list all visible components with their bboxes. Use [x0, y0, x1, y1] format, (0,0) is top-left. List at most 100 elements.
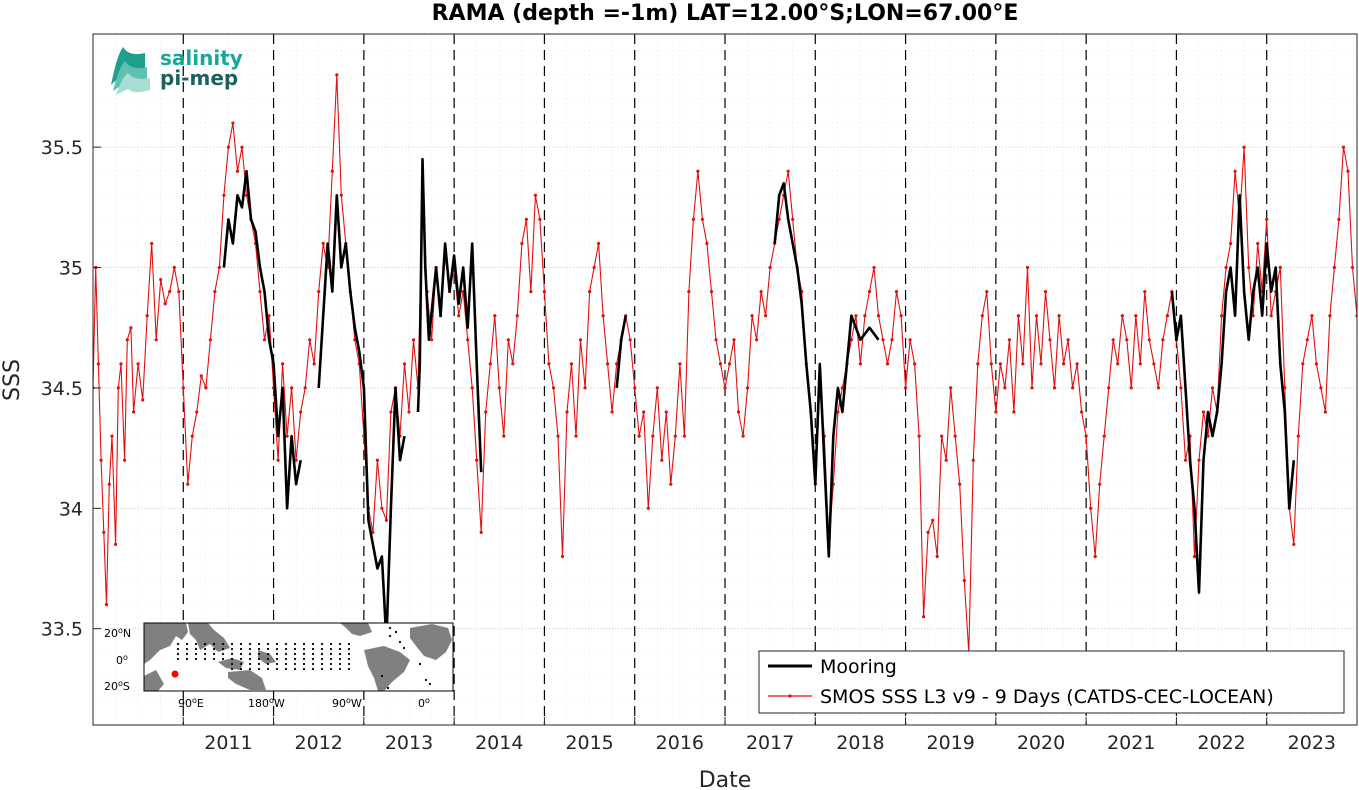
inset-buoy-dot [329, 647, 333, 651]
smos-point [655, 386, 659, 390]
smos-point [615, 362, 619, 366]
inset-lon-180w: 180oW [248, 696, 285, 710]
smos-point [375, 458, 379, 462]
smos-point [497, 386, 501, 390]
smos-point [533, 193, 538, 197]
inset-buoy-dot [257, 662, 261, 666]
smos-point [1052, 386, 1057, 390]
smos-point [1075, 362, 1079, 366]
inset-buoy-dot [230, 647, 234, 651]
smos-point [389, 410, 393, 414]
smos-point [538, 217, 542, 221]
smos-point [321, 241, 325, 246]
smos-point [303, 386, 307, 390]
smos-point [998, 362, 1003, 366]
smos-point [858, 362, 863, 366]
inset-buoy-dot [347, 667, 351, 671]
smos-point [876, 314, 881, 318]
logo-line2: pi-mep [160, 66, 238, 90]
smos-point [1192, 554, 1197, 559]
inset-buoy-dot [266, 667, 270, 671]
mooring-segment [773, 182, 880, 558]
smos-point [466, 338, 470, 342]
inset-buoy-dot [248, 647, 252, 651]
y-tick-label: 34 [59, 498, 83, 520]
smos-point [1220, 314, 1224, 318]
inset-buoy-dot [230, 662, 234, 666]
smos-point [493, 314, 497, 318]
x-tick-label: 2019 [927, 732, 975, 754]
smos-point [1224, 265, 1228, 270]
smos-point [204, 386, 208, 390]
inset-buoy-dot [329, 662, 333, 666]
smos-point [1062, 362, 1066, 366]
smos-point [759, 290, 763, 294]
smos-point [1242, 145, 1246, 149]
inset-buoy-dot [248, 667, 252, 671]
inset-buoy-dot [311, 667, 315, 671]
inset-buoy-dot [311, 642, 315, 646]
inset-buoy-dot [275, 667, 279, 671]
legend-smos-marker [788, 694, 792, 698]
smos-point [190, 434, 194, 438]
smos-point [1251, 314, 1255, 318]
smos-point [217, 265, 221, 270]
inset-buoy-dot [266, 647, 270, 651]
smos-point [1165, 314, 1169, 318]
x-tick-label: 2020 [1017, 732, 1065, 754]
smos-point [1346, 169, 1350, 173]
smos-point [457, 314, 461, 318]
smos-point [141, 398, 145, 402]
smos-point [226, 145, 230, 149]
inset-buoy-dot [257, 667, 261, 671]
smos-point [1093, 554, 1097, 559]
smos-point [714, 338, 718, 342]
mooring-segment [416, 157, 483, 473]
inset-buoy-dot [266, 657, 270, 661]
smos-point [899, 314, 903, 318]
smos-point [168, 290, 172, 294]
smos-point [890, 338, 894, 342]
smos-point [330, 169, 334, 173]
inset-buoy-dot [275, 652, 279, 656]
smos-point [177, 290, 181, 294]
smos-point [339, 193, 343, 197]
smos-point [687, 290, 691, 294]
svg-text:0o: 0o [418, 696, 430, 710]
smos-point [1328, 314, 1332, 318]
smos-point [610, 410, 614, 414]
smos-point [1201, 410, 1206, 414]
smos-point [940, 434, 944, 438]
smos-point [145, 314, 149, 318]
inset-buoy-dot [424, 678, 428, 682]
smos-point [551, 386, 556, 390]
smos-point [836, 410, 840, 414]
smos-point [222, 193, 226, 197]
inset-lon-90e: 90oE [178, 696, 204, 710]
smos-point [1210, 386, 1215, 390]
chart-title: RAMA (depth =-1m) LAT=12.00°S;LON=67.00°… [432, 1, 1019, 26]
smos-point [258, 290, 262, 294]
smos-point [240, 145, 244, 149]
inset-buoy-dot [203, 657, 207, 661]
inset-buoy-dot [230, 642, 234, 646]
smos-point [709, 290, 714, 294]
smos-point [592, 265, 596, 270]
smos-point [944, 458, 948, 462]
smos-point [515, 314, 519, 318]
smos-point [1296, 434, 1300, 438]
inset-buoy-dot [284, 642, 288, 646]
smos-point [894, 290, 899, 294]
inset-buoy-dot [302, 647, 306, 651]
inset-buoy-dot [284, 662, 288, 666]
smos-point [926, 530, 930, 535]
smos-point [1012, 410, 1016, 414]
inset-buoy-dot [302, 662, 306, 666]
smos-point [262, 338, 267, 342]
inset-buoy-dot [185, 652, 189, 656]
mooring-series [222, 157, 1296, 643]
inset-buoy-dot [176, 652, 180, 656]
inset-buoy-dot [257, 652, 261, 656]
inset-buoy-dot [398, 640, 402, 644]
smos-point [606, 362, 610, 366]
